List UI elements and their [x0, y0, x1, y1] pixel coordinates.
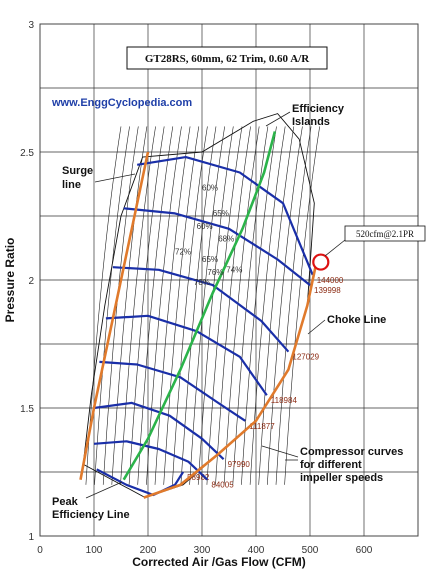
surge-line	[79, 151, 150, 480]
efficiency-island-contour	[154, 126, 191, 485]
efficiency-label: 74%	[226, 265, 242, 274]
efficiency-island-contour	[275, 126, 312, 485]
y-axis-title: Pressure Ratio	[3, 238, 17, 323]
speed-line-139998	[123, 207, 311, 286]
efficiency-island-contour	[180, 126, 217, 485]
x-axis-title: Corrected Air /Gas Flow (CFM)	[132, 555, 306, 569]
efficiency-label: 60%	[202, 183, 218, 192]
speed-label-111877: 111877	[249, 422, 275, 431]
annotation-curves-1: Compressor curves	[300, 446, 403, 458]
efficiency-label: 76%	[207, 268, 223, 277]
peak-efficiency-line	[122, 131, 277, 481]
marker-callout-box: 520cfm@2.1PR	[324, 225, 426, 257]
efficiency-label: 72%	[175, 247, 191, 256]
y-tick-label: 1.5	[20, 404, 34, 415]
pointer-choke	[307, 319, 326, 335]
efficiency-island-contour	[258, 126, 295, 485]
annotation-surge-2: line	[62, 179, 81, 191]
annotation-efficiency-islands-1: Efficiency	[292, 103, 345, 115]
efficiency-island-contour	[241, 126, 277, 485]
x-tick-label: 600	[356, 545, 373, 556]
pointer-efficiency-islands	[265, 111, 291, 127]
efficiency-island-contour	[267, 126, 303, 485]
axis-ticks: 0 100 200 300 400 500 600 1 1.5 2 2.5 3	[20, 20, 373, 556]
speed-label-118984: 118984	[271, 396, 298, 405]
efficiency-label: 60%	[197, 222, 213, 231]
efficiency-island-contour	[94, 126, 130, 485]
efficiency-island-contour	[189, 126, 225, 485]
efficiency-island-contour	[206, 126, 243, 485]
efficiency-island-contour	[128, 126, 165, 485]
efficiency-island-contour	[163, 126, 200, 485]
efficiency-island-contour	[172, 126, 208, 485]
annotation-peak-2: Efficiency Line	[52, 509, 130, 521]
website-label: www.EnggCyclopedia.com	[51, 97, 192, 109]
efficiency-island-contour	[111, 126, 148, 485]
speed-line-84005	[93, 440, 209, 481]
y-tick-label: 2	[28, 276, 34, 287]
annotation-choke: Choke Line	[327, 314, 386, 326]
annotation-curves-2: for different	[300, 459, 362, 471]
chart-title: GT28RS, 60mm, 62 Trim, 0.60 A/R	[145, 53, 310, 65]
annotation-peak-1: Peak	[52, 496, 79, 508]
speed-label-58982: 58982	[187, 473, 210, 482]
efficiency-island-contour	[232, 126, 269, 485]
efficiency-island-contour	[223, 126, 260, 485]
marker-label: 520cfm@2.1PR	[356, 229, 414, 239]
efficiency-label: 78%	[194, 278, 210, 287]
annotation-efficiency-islands-2: Islands	[292, 116, 330, 128]
speed-label-127029: 127029	[292, 353, 319, 362]
pointer-curves-a	[261, 445, 299, 458]
choke-line	[143, 266, 317, 499]
efficiency-island-contour	[215, 126, 251, 485]
annotation-surge-1: Surge	[62, 165, 93, 177]
x-tick-label: 300	[194, 545, 211, 556]
speed-label-97990: 97990	[228, 460, 251, 469]
x-tick-label: 100	[86, 545, 103, 556]
annotations-layer: GT28RS, 60mm, 62 Trim, 0.60 A/R www.Engg…	[3, 46, 426, 569]
speed-label-84005: 84005	[211, 481, 234, 490]
efficiency-label: 65%	[202, 255, 218, 264]
chart-title-box: GT28RS, 60mm, 62 Trim, 0.60 A/R	[126, 46, 328, 70]
efficiency-island-contour	[284, 126, 320, 485]
efficiency-island-contour	[249, 126, 286, 485]
annotation-curves-3: impeller speeds	[300, 472, 383, 484]
x-tick-label: 400	[248, 545, 265, 556]
marker-pointer	[324, 239, 346, 257]
x-tick-label: 0	[37, 545, 43, 556]
y-tick-label: 1	[28, 532, 34, 543]
speed-line-97990	[93, 401, 225, 460]
speed-line-111877	[99, 360, 246, 422]
efficiency-label: 65%	[213, 209, 229, 218]
operating-point-marker	[312, 253, 330, 271]
pointer-peak	[85, 481, 123, 499]
y-tick-label: 3	[28, 20, 34, 31]
pointer-surge	[94, 173, 136, 183]
speed-line-144000	[137, 156, 314, 276]
speed-label-144000: 144000	[317, 276, 344, 285]
x-tick-label: 200	[140, 545, 157, 556]
speed-line-127029	[112, 266, 290, 353]
y-tick-label: 2.5	[20, 148, 34, 159]
efficiency-island-contour	[120, 126, 156, 485]
x-tick-label: 500	[302, 545, 319, 556]
efficiency-island-contour	[137, 126, 174, 485]
speed-label-139998: 139998	[314, 286, 341, 295]
efficiency-label: 68%	[218, 235, 234, 244]
